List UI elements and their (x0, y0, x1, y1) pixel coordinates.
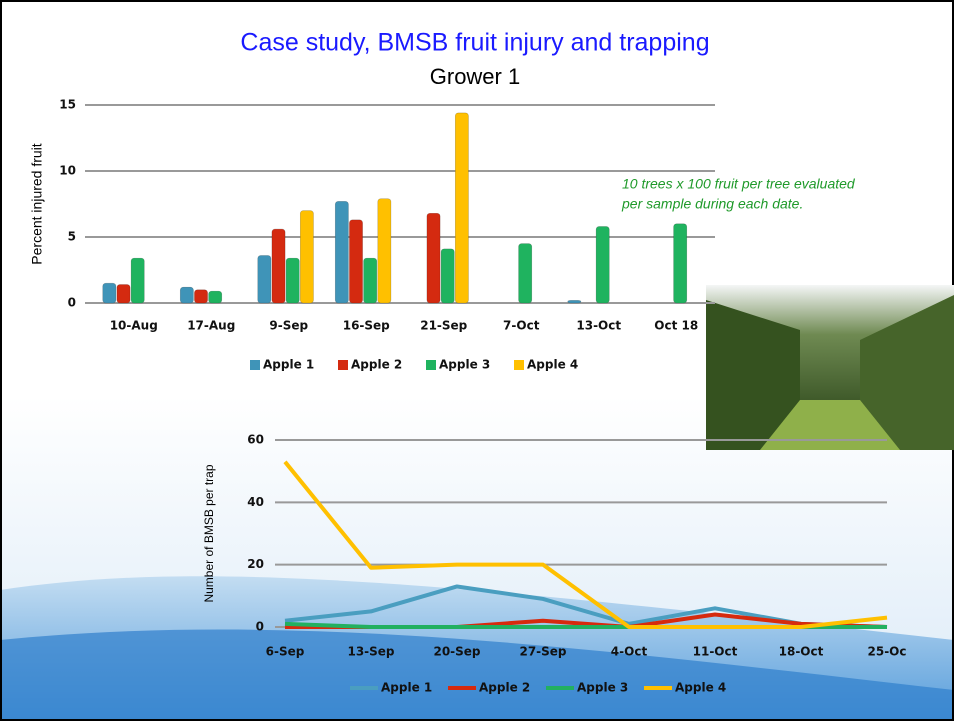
legend-label: Apple 1 (381, 681, 432, 695)
photo (706, 285, 954, 450)
legend-label: Apple 2 (351, 358, 402, 372)
bar (271, 228, 286, 304)
slide-title: Case study, BMSB fruit injury and trappi… (240, 29, 709, 57)
bar (567, 300, 582, 304)
x-tick-label: 6-Sep (266, 645, 305, 659)
y-tick-label: 60 (247, 433, 264, 447)
bar (130, 257, 145, 304)
x-tick-label: 18-Oct (779, 645, 824, 659)
y-tick-label: 0 (68, 296, 76, 310)
x-tick-label: 7-Oct (503, 319, 540, 333)
y-axis-label: Number of BMSB per trap (202, 464, 216, 602)
legend-swatch (338, 360, 348, 370)
bar (285, 257, 300, 304)
legend-label: Apple 3 (439, 358, 490, 372)
annotation: per sample during each date. (621, 196, 803, 212)
bar (595, 226, 610, 304)
x-tick-label: Oct 18 (654, 319, 698, 333)
y-tick-label: 40 (247, 495, 264, 509)
bar (518, 243, 533, 304)
bar (194, 289, 208, 304)
legend-swatch (426, 360, 436, 370)
legend-label: Apple 3 (577, 681, 628, 695)
bar (208, 290, 223, 304)
x-tick-label: 11-Oct (693, 645, 738, 659)
legend-label: Apple 2 (479, 681, 530, 695)
bar (426, 212, 441, 304)
x-tick-label: 27-Sep (519, 645, 566, 659)
x-tick-label: 25-Oc (868, 645, 907, 659)
bar (102, 282, 117, 304)
legend-label: Apple 4 (527, 358, 578, 372)
y-tick-label: 5 (68, 230, 76, 244)
x-tick-label: 20-Sep (433, 645, 480, 659)
bar (349, 219, 363, 304)
slide-subtitle: Grower 1 (430, 64, 520, 89)
y-tick-label: 15 (59, 98, 76, 112)
bar (116, 284, 131, 304)
y-tick-label: 10 (59, 164, 76, 178)
bar (454, 112, 469, 304)
x-tick-label: 13-Oct (576, 319, 621, 333)
x-tick-label: 10-Aug (110, 319, 158, 333)
line (283, 460, 888, 629)
annotation: 10 trees x 100 fruit per tree evaluated (622, 176, 856, 192)
y-axis-label: Percent injured fruit (29, 143, 45, 265)
x-tick-label: 9-Sep (269, 319, 308, 333)
bar (363, 257, 378, 304)
y-tick-label: 20 (247, 557, 264, 571)
bar (440, 248, 455, 304)
legend-label: Apple 1 (263, 358, 314, 372)
legend-label: Apple 4 (675, 681, 726, 695)
bar (299, 210, 314, 304)
bar (334, 201, 349, 304)
bar (673, 223, 688, 304)
x-tick-label: 21-Sep (420, 319, 467, 333)
background-wave (0, 629, 954, 721)
legend-swatch (514, 360, 524, 370)
y-tick-label: 0 (256, 620, 264, 634)
legend-swatch (250, 360, 260, 370)
x-tick-label: 13-Sep (347, 645, 394, 659)
x-tick-label: 17-Aug (187, 319, 235, 333)
x-tick-label: 16-Sep (343, 319, 390, 333)
bar (377, 198, 392, 304)
x-tick-label: 4-Oct (611, 645, 648, 659)
bar (257, 255, 272, 304)
bar (179, 286, 194, 304)
